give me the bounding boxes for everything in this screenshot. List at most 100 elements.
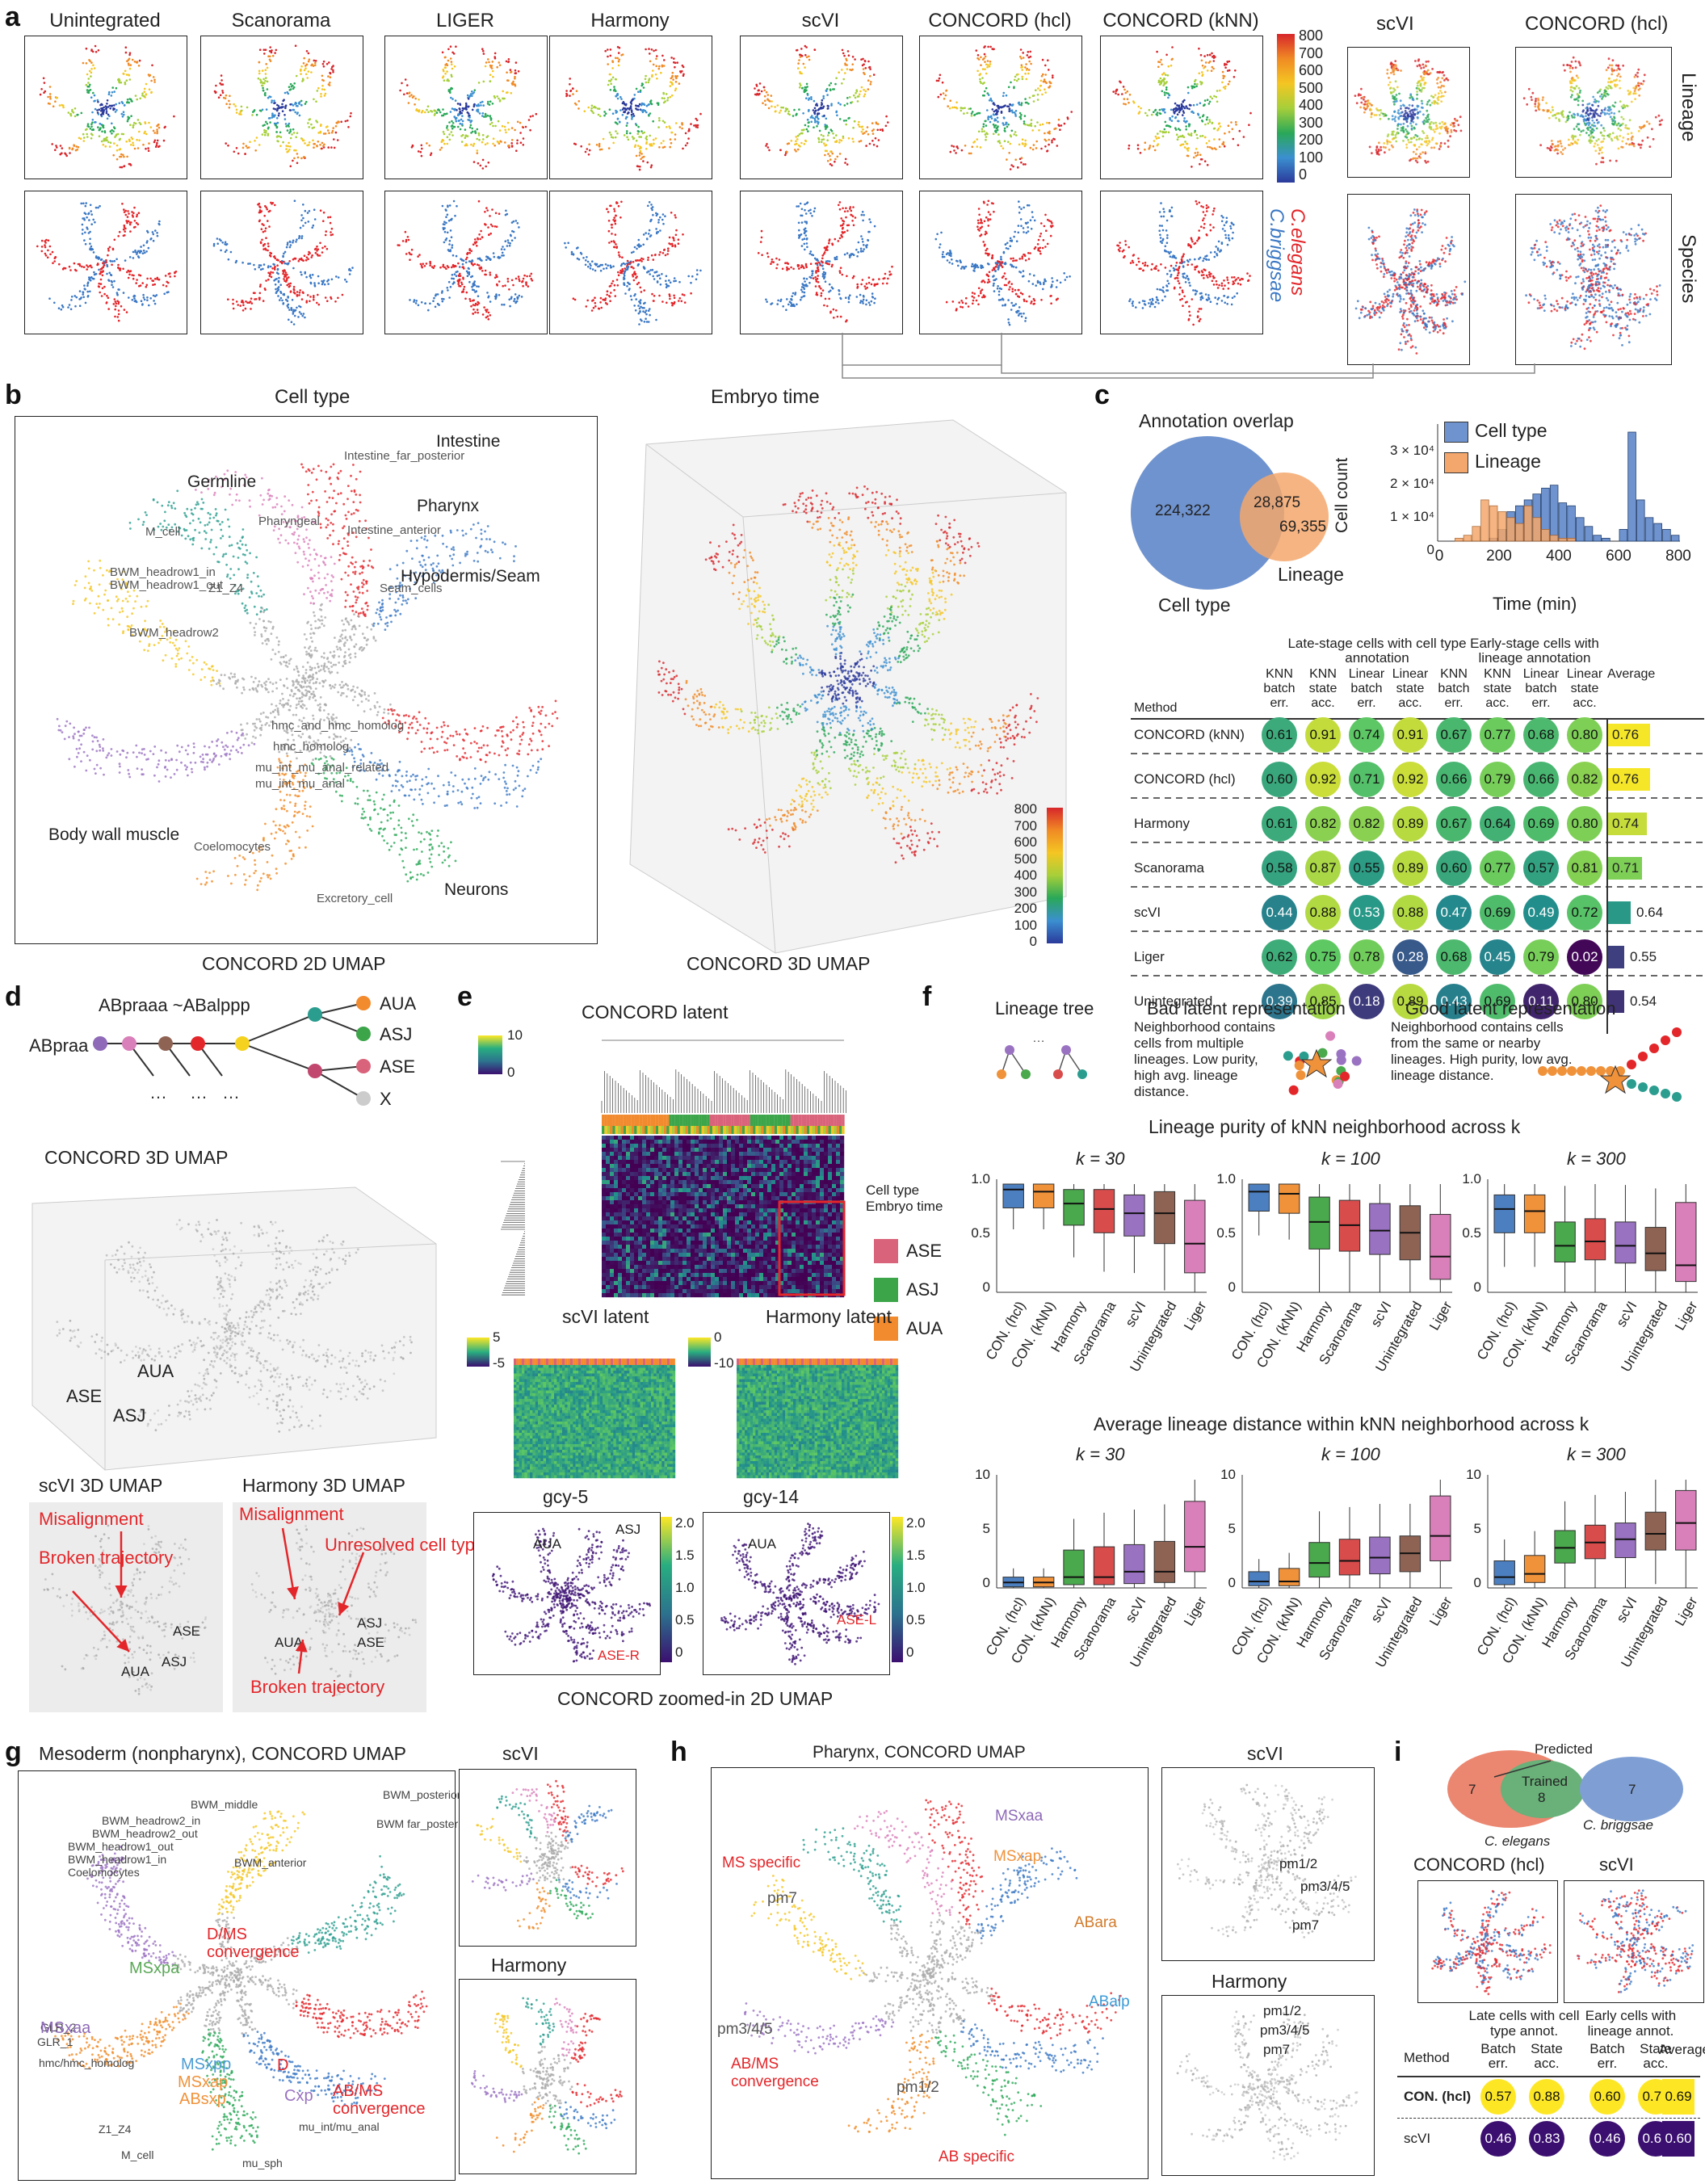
hist-ytick: 1 × 10⁴ [1390,509,1434,525]
time-bar [814,1126,818,1134]
g-harmony-umap [459,1979,636,2174]
g-abms-conv: AB/MS convergence [333,2082,438,2118]
venn-overlap-value: 28,875 [1254,494,1300,512]
g-lineage-label: MSxaa [40,2019,90,2038]
legend-label: ASE [906,1241,942,1262]
g-small-label: BWM_headrow1_in [68,1853,166,1866]
method-title-2: LIGER [436,10,494,32]
f-schematic: … [997,1027,1682,1102]
celltype-bar [628,1115,632,1126]
celltype-bar [610,1115,613,1126]
e-title: CONCORD latent [582,1002,728,1023]
d-umap-title: CONCORD 3D UMAP [44,1147,228,1169]
hist-xtick: 200 [1486,548,1512,565]
scatter-points [1354,208,1467,355]
celltype-bar [639,1115,643,1126]
scatter-points [1522,56,1663,166]
time-bar [712,1126,716,1134]
time-bar [737,1126,740,1134]
time-bar [661,1126,664,1134]
e-harmony-title: Harmony latent [766,1306,892,1328]
i-elegans: C. elegans [1485,1833,1550,1850]
time-bar [650,1126,653,1134]
time-bar [653,1126,656,1134]
y-tick: 10 [975,1467,990,1483]
y-tick: 1.0 [1216,1171,1236,1187]
i-score-cell: 0.83 [1529,2121,1564,2157]
connector-lines [842,333,1535,379]
h-harm-pm12: pm1/2 [1263,2003,1301,2019]
neighbor-dot [1586,1066,1596,1076]
i-left-value: 7 [1468,1782,1476,1798]
histogram-chart [1437,424,1680,542]
average-value: 0.54 [1630,993,1657,1010]
y-tick: 0 [983,1575,990,1591]
legend-label: AUA [906,1318,943,1339]
time-bar [755,1126,758,1134]
gene1-umap [473,1512,661,1675]
colorbar-tick: 0 [1299,166,1307,183]
legend-swatch [874,1317,898,1341]
umap-rainbow-6 [1100,36,1263,179]
score-cell: 0.74 [1349,717,1384,753]
box-Unintegrated [1153,1540,1176,1583]
score-cell: 0.02 [1567,939,1602,975]
hist-bar-lineage [1506,517,1515,542]
scvi-aua: AUA [121,1664,149,1680]
g-scvi-title: scVI [502,1743,539,1765]
x-tick-label: scVI [1368,1594,1396,1626]
celltype-bar [771,1115,775,1126]
celltype-bar [703,1115,708,1126]
g-small-label: BWM_anterior [234,1856,306,1869]
colorbar-tick: 500 [1299,80,1323,97]
table-header-4: Linear state acc. [1388,667,1433,711]
g-scvi-umap [459,1769,636,1947]
x-tick-label: scVI [1614,1299,1641,1330]
h-label: MSxaa [995,1808,1043,1825]
scatter-points [43,1522,208,1695]
h-scvi-pm345: pm3/4/5 [1300,1879,1350,1895]
venn-title: Annotation overlap [1139,410,1294,432]
scatter-points [39,44,175,169]
celltype-bar [723,1115,726,1126]
colorbar-tick: 400 [1299,97,1323,114]
g-dms-conv: D/MS convergence [207,1926,312,1961]
box-Scanorama [1338,1539,1361,1576]
time-bar [615,1126,619,1134]
score-cell: 0.82 [1567,762,1602,797]
score-cell: 0.69 [1480,984,1515,1019]
x-tick-label: Liger [1672,1299,1701,1334]
g-small-label: BWM_headrow2_out [92,1827,198,1840]
umap-rainbow-1 [200,36,363,179]
neighbor-dot [1672,1027,1682,1037]
time-bar [674,1126,678,1134]
celltype-bar [761,1115,764,1126]
colorbar-tick: 800 [1014,801,1037,817]
score-cell: 0.79 [1523,939,1559,975]
table-method: CONCORD (kNN) [1134,727,1245,743]
umap-species-5 [919,191,1082,334]
scatter-points [934,200,1071,326]
score-cell: 0.92 [1392,762,1428,797]
scvi-asj: ASJ [162,1654,187,1670]
celltype-bar [753,1115,756,1126]
score-cell: 0.75 [1305,939,1341,975]
hist-bar-lineage [1567,537,1576,542]
h-label: pm1/2 [897,2079,939,2097]
i-group1: Late cells with cell type annot. [1464,2008,1585,2039]
score-cell: 0.45 [1480,939,1515,975]
celltype-bar [623,1115,627,1126]
score-cell: 0.60 [1262,762,1297,797]
score-cell: 0.89 [1392,984,1428,1019]
time-bar [728,1126,732,1134]
celltype-bar [669,1115,672,1126]
average-bar [1608,990,1624,1013]
umap-species-6 [1100,191,1263,334]
celltype-bar [695,1115,699,1126]
box-Liger [1184,1501,1206,1573]
time-bar [720,1126,724,1134]
gene2-ase-l: ASE-L [837,1612,876,1628]
box-scVI [1123,1194,1145,1237]
celltype-bar [725,1115,729,1126]
harmony-unresolved: Unresolved cell type [325,1535,485,1556]
